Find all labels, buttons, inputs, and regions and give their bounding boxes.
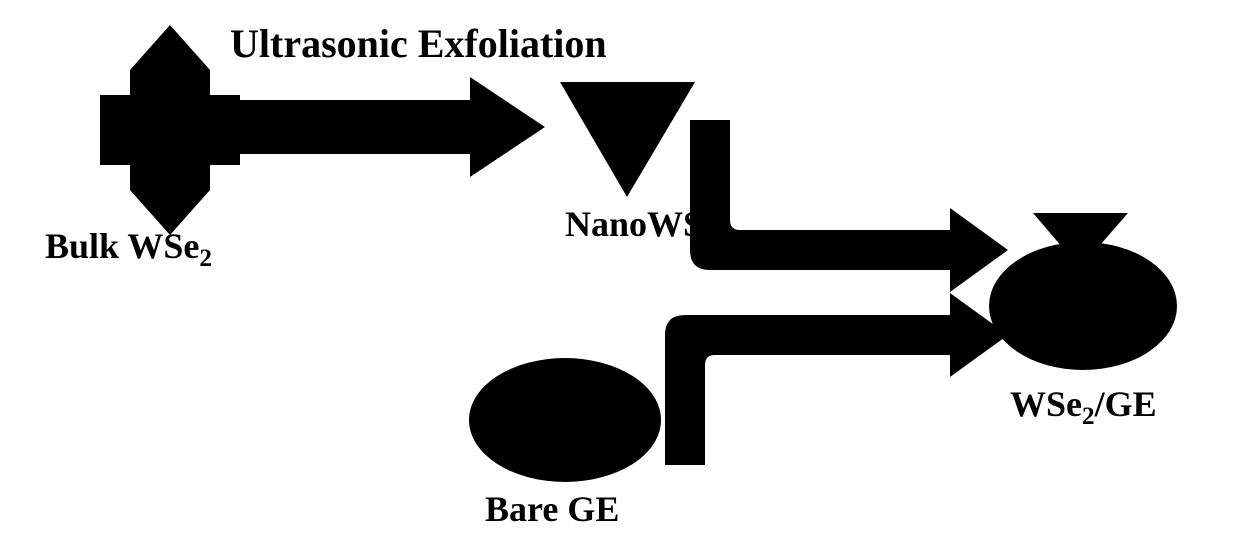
nano-label: NanoWSe2 bbox=[565, 203, 732, 251]
arrow-bottom-elbow-icon bbox=[665, 290, 1010, 465]
product-label: WSe2/GE bbox=[1010, 383, 1157, 431]
product-label-prefix: WSe bbox=[1010, 384, 1082, 424]
nano-triangle-icon bbox=[560, 82, 695, 197]
bulk-label: Bulk WSe2 bbox=[45, 225, 212, 273]
product-ellipse-icon bbox=[978, 208, 1188, 373]
nano-label-sub: 2 bbox=[719, 223, 732, 250]
arrow-top-elbow-icon bbox=[690, 120, 1010, 290]
bare-ge-ellipse-icon bbox=[465, 355, 665, 485]
ultrasonic-label: Ultrasonic Exfoliation bbox=[230, 20, 607, 67]
product-label-suffix: /GE bbox=[1095, 384, 1157, 424]
arrow-ultrasonic-icon bbox=[230, 72, 550, 182]
nano-label-prefix: NanoWSe bbox=[565, 204, 719, 244]
bare-ge-label: Bare GE bbox=[485, 488, 619, 530]
product-label-sub: 2 bbox=[1082, 403, 1095, 430]
bulk-label-sub: 2 bbox=[199, 245, 212, 272]
bulk-label-prefix: Bulk WSe bbox=[45, 226, 199, 266]
